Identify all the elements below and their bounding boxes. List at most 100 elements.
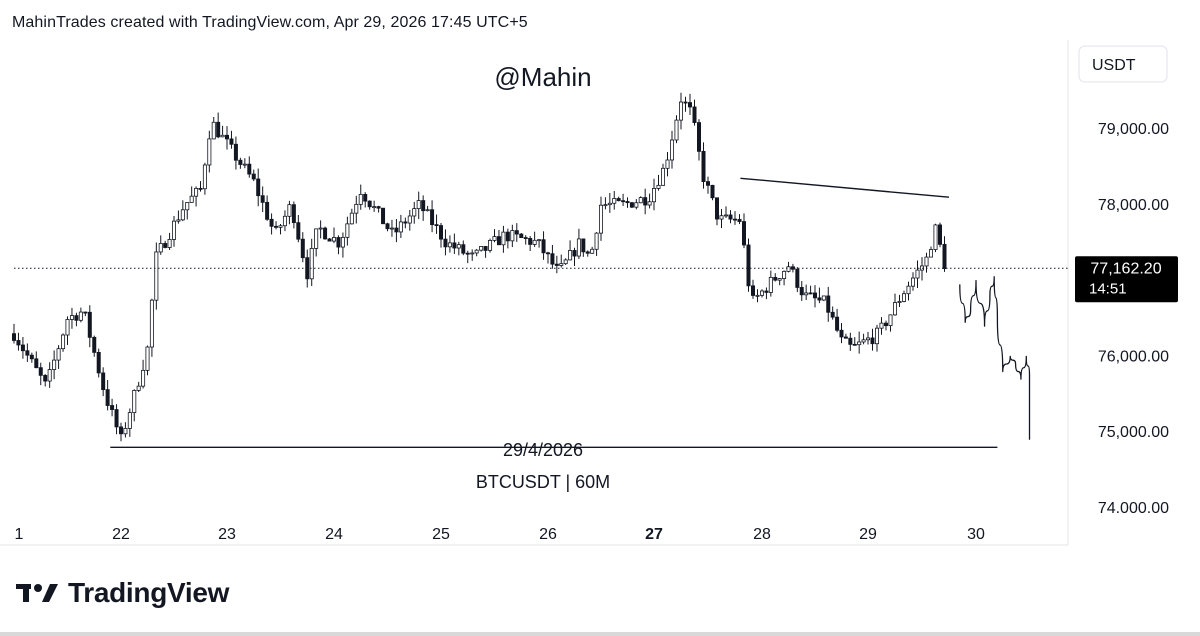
- candle-body: [123, 428, 128, 435]
- candle-body: [434, 224, 439, 227]
- candle-body: [875, 327, 880, 345]
- candle-body: [114, 409, 119, 428]
- candle-body: [194, 187, 199, 197]
- candle-body: [679, 101, 684, 121]
- projection-drawing: [959, 276, 1031, 440]
- candle-body: [96, 352, 101, 374]
- candle-body: [376, 206, 381, 209]
- candle-body: [398, 221, 403, 233]
- candle-body: [764, 290, 769, 293]
- time-tick-label: 25: [432, 526, 450, 543]
- candle-body: [154, 251, 159, 301]
- candle-body: [647, 201, 652, 206]
- time-tick-label: 28: [753, 526, 771, 543]
- candle-body: [358, 193, 363, 205]
- candle-body: [198, 187, 203, 190]
- candle-body: [238, 159, 243, 165]
- candle-body: [599, 204, 604, 234]
- candle-body: [826, 295, 831, 313]
- candle-body: [16, 340, 21, 346]
- chart-canvas[interactable]: @Mahin 29/4/2026 BTCUSDT | 60M 79,000.00…: [0, 40, 1200, 550]
- candle-body: [412, 208, 417, 217]
- candle-body: [479, 246, 484, 251]
- candle-body: [349, 212, 354, 225]
- candle-body: [149, 299, 154, 348]
- candle-body: [394, 227, 399, 233]
- countdown-label: 14:51: [1089, 280, 1127, 297]
- candle-body: [211, 121, 216, 140]
- candle-body: [737, 219, 742, 222]
- time-tick-label: 26: [539, 526, 557, 543]
- candle-body: [105, 389, 110, 406]
- candle-body: [381, 207, 386, 225]
- candle-body: [554, 263, 559, 266]
- candle-body: [724, 214, 729, 217]
- candle-body: [768, 276, 773, 293]
- candle-body: [438, 225, 443, 240]
- candle-body: [220, 134, 225, 138]
- candle-body: [65, 319, 70, 336]
- candle-body: [456, 244, 461, 249]
- time-axis[interactable]: 1 22 23 24 25 26 27 28 29 30: [15, 526, 985, 543]
- candle-body: [795, 268, 800, 288]
- candle-body: [550, 253, 555, 265]
- price-tick-label: 79,000.00: [1098, 121, 1169, 138]
- time-tick-label: 1: [15, 526, 24, 543]
- candle-body: [185, 202, 190, 211]
- price-tick-label: 78,000.00: [1098, 197, 1169, 214]
- candle-body: [866, 337, 871, 341]
- candle-body: [942, 243, 947, 269]
- time-tick-label: 29: [859, 526, 877, 543]
- candle-body: [202, 164, 207, 190]
- candle-body: [492, 236, 497, 241]
- candle-body: [501, 231, 506, 246]
- candle-body: [323, 227, 328, 240]
- candle-body: [603, 204, 608, 207]
- candle-body: [372, 206, 377, 208]
- price-chart[interactable]: @Mahin 29/4/2026 BTCUSDT | 60M 79,000.00…: [0, 40, 1200, 550]
- candle-body: [340, 236, 345, 248]
- candle-body: [884, 322, 889, 327]
- time-tick-label: 22: [112, 526, 130, 543]
- candle-body: [291, 204, 296, 224]
- candle-body: [661, 167, 666, 186]
- candle-body: [933, 224, 938, 250]
- candle-body: [43, 374, 48, 382]
- candle-body: [345, 223, 350, 238]
- candle-body: [612, 198, 617, 204]
- candle-body: [830, 311, 835, 318]
- candle-body: [839, 329, 844, 338]
- candle-body: [532, 239, 537, 245]
- tradingview-logo[interactable]: TradingView: [16, 576, 229, 610]
- candle-body: [229, 138, 234, 145]
- candle-body: [843, 336, 848, 339]
- candle-body: [638, 197, 643, 204]
- candle-body: [861, 339, 866, 343]
- candle-body: [20, 344, 25, 352]
- candle-body: [309, 248, 314, 280]
- candle-body: [443, 238, 448, 248]
- candle-body: [61, 334, 66, 350]
- candle-body: [893, 302, 898, 316]
- candle-body: [430, 209, 435, 226]
- candle-body: [799, 287, 804, 296]
- candle-body: [119, 426, 124, 435]
- candle-body: [683, 101, 688, 104]
- candles-layer: [11, 92, 947, 442]
- price-axis[interactable]: 79,000.00 78,000.00 76,000.00 75,000.00 74.0…: [1098, 121, 1169, 517]
- candle-body: [576, 238, 581, 257]
- candle-body: [537, 239, 542, 242]
- candle-body: [665, 159, 670, 169]
- candle-body: [483, 246, 488, 251]
- chart-frame: [0, 40, 1069, 546]
- candle-body: [616, 198, 621, 202]
- currency-badge[interactable]: USDT: [1078, 45, 1168, 83]
- candle-body: [29, 354, 34, 360]
- candle-body: [733, 218, 738, 221]
- candle-body: [92, 336, 97, 353]
- candle-body: [465, 252, 470, 255]
- candle-body: [755, 294, 760, 297]
- candle-body: [835, 316, 840, 331]
- candle-body: [817, 297, 822, 301]
- candle-body: [11, 333, 16, 341]
